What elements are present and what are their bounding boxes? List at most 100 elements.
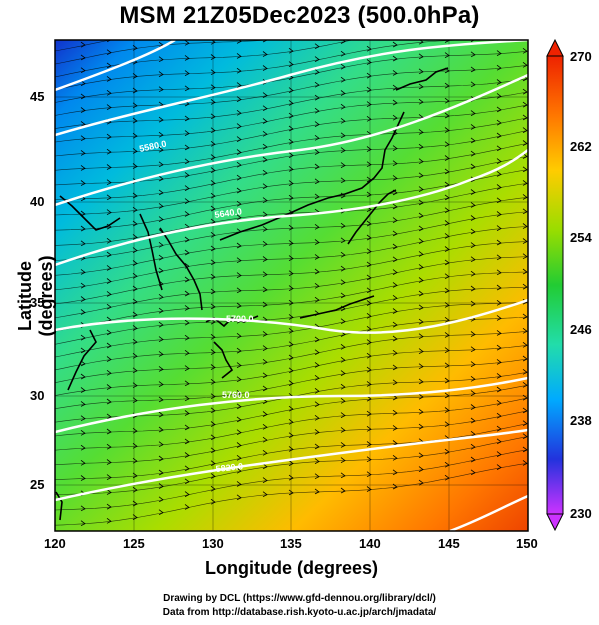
wind-arrow bbox=[496, 239, 502, 246]
wind-arrow bbox=[392, 203, 398, 210]
wind-arrow bbox=[236, 302, 242, 309]
wind-arrow bbox=[470, 469, 476, 476]
wind-arrow bbox=[392, 70, 398, 76]
wind-arrow bbox=[184, 70, 190, 76]
wind-arrow bbox=[314, 223, 320, 230]
wind-arrow bbox=[392, 217, 398, 223]
wind-arrow bbox=[366, 234, 372, 241]
wind-arrow bbox=[288, 125, 294, 132]
wind-arrow bbox=[106, 237, 112, 244]
wind-arrow bbox=[184, 211, 190, 217]
wind-arrow bbox=[132, 87, 138, 94]
wind-arrow bbox=[341, 13, 345, 18]
wind-arrow bbox=[210, 259, 216, 266]
wind-arrow bbox=[158, 441, 164, 448]
wind-arrow bbox=[80, 520, 86, 527]
wind-arrow bbox=[262, 436, 268, 443]
wind-arrow bbox=[392, 84, 398, 91]
coastline bbox=[55, 67, 449, 521]
wind-arrow bbox=[262, 183, 268, 190]
wind-arrow bbox=[470, 375, 476, 382]
streamline bbox=[55, 40, 272, 65]
wind-arrow bbox=[236, 149, 242, 155]
wind-arrow bbox=[210, 460, 216, 467]
wind-arrow bbox=[262, 477, 268, 483]
wind-arrow bbox=[340, 90, 346, 96]
wind-arrow bbox=[418, 53, 424, 60]
wind-arrow bbox=[288, 405, 294, 412]
wind-arrow bbox=[418, 83, 424, 90]
wind-arrow bbox=[366, 312, 372, 319]
wind-arrow bbox=[470, 456, 476, 463]
wind-arrow bbox=[236, 40, 242, 44]
wind-arrow bbox=[106, 384, 112, 390]
wind-arrow bbox=[314, 374, 320, 381]
wind-arrow bbox=[132, 457, 138, 464]
x-axis-label: Longitude (degrees) bbox=[204, 558, 378, 578]
wind-arrow bbox=[315, 17, 319, 22]
wind-arrow bbox=[496, 359, 502, 365]
wind-arrow bbox=[158, 411, 164, 418]
wind-arrow bbox=[106, 517, 112, 524]
wind-arrow bbox=[158, 41, 164, 48]
wind-arrow bbox=[496, 145, 502, 152]
wind-arrow bbox=[288, 460, 294, 466]
wind-arrow bbox=[132, 285, 138, 292]
wind-arrow bbox=[470, 361, 476, 367]
wind-arrow bbox=[392, 282, 398, 288]
wind-arrow bbox=[184, 158, 190, 165]
wind-arrow bbox=[106, 443, 112, 450]
wind-arrow bbox=[184, 491, 190, 497]
wind-arrow bbox=[262, 40, 268, 43]
wind-arrow bbox=[496, 171, 502, 177]
y-tick-label: 35 bbox=[30, 295, 45, 310]
wind-arrow bbox=[288, 240, 294, 246]
wind-arrow bbox=[184, 144, 190, 151]
wind-arrow bbox=[158, 366, 164, 372]
wind-arrow bbox=[496, 412, 502, 419]
height-contours bbox=[55, 40, 528, 531]
wind-arrow bbox=[80, 296, 86, 302]
wind-arrow bbox=[366, 352, 372, 359]
wind-arrow bbox=[340, 63, 346, 70]
wind-arrow bbox=[184, 40, 190, 46]
wind-arrow bbox=[340, 442, 346, 448]
wind-arrow bbox=[392, 335, 398, 342]
x-tick-label: 130 bbox=[202, 536, 224, 551]
wind-arrow bbox=[288, 489, 294, 496]
wind-arrow bbox=[366, 486, 372, 492]
wind-arrow bbox=[288, 432, 294, 439]
wind-arrow bbox=[158, 426, 164, 433]
wind-arrow bbox=[522, 460, 528, 466]
wind-arrow bbox=[158, 381, 164, 387]
wind-arrow bbox=[211, 24, 215, 29]
wind-arrow bbox=[236, 53, 242, 59]
wind-arrow bbox=[132, 192, 138, 199]
wind-arrow bbox=[522, 355, 528, 362]
wind-arrow bbox=[262, 169, 268, 176]
wind-arrow bbox=[158, 146, 164, 153]
wind-arrow bbox=[210, 364, 216, 370]
wind-arrow bbox=[288, 418, 294, 425]
wind-arrow bbox=[106, 459, 112, 465]
wind-arrow bbox=[470, 40, 476, 42]
wind-arrow bbox=[80, 41, 86, 48]
wind-arrow bbox=[470, 430, 476, 437]
wind-arrow bbox=[418, 212, 424, 219]
wind-arrow bbox=[366, 471, 372, 478]
wind-arrow bbox=[158, 351, 164, 357]
wind-arrow bbox=[262, 372, 268, 379]
y-tick-label: 25 bbox=[30, 477, 45, 492]
wind-arrow bbox=[340, 237, 346, 244]
wind-arrow bbox=[340, 487, 346, 494]
wind-arrow bbox=[184, 305, 190, 311]
wind-arrow bbox=[314, 193, 320, 200]
wind-arrow bbox=[132, 132, 138, 139]
wind-arrow bbox=[392, 349, 398, 356]
wind-arrow bbox=[158, 267, 164, 274]
wind-arrow bbox=[262, 211, 268, 218]
wind-arrow bbox=[236, 214, 242, 221]
wind-arrow bbox=[262, 398, 268, 405]
wind-arrow bbox=[392, 243, 398, 250]
wind-arrow bbox=[184, 172, 190, 178]
